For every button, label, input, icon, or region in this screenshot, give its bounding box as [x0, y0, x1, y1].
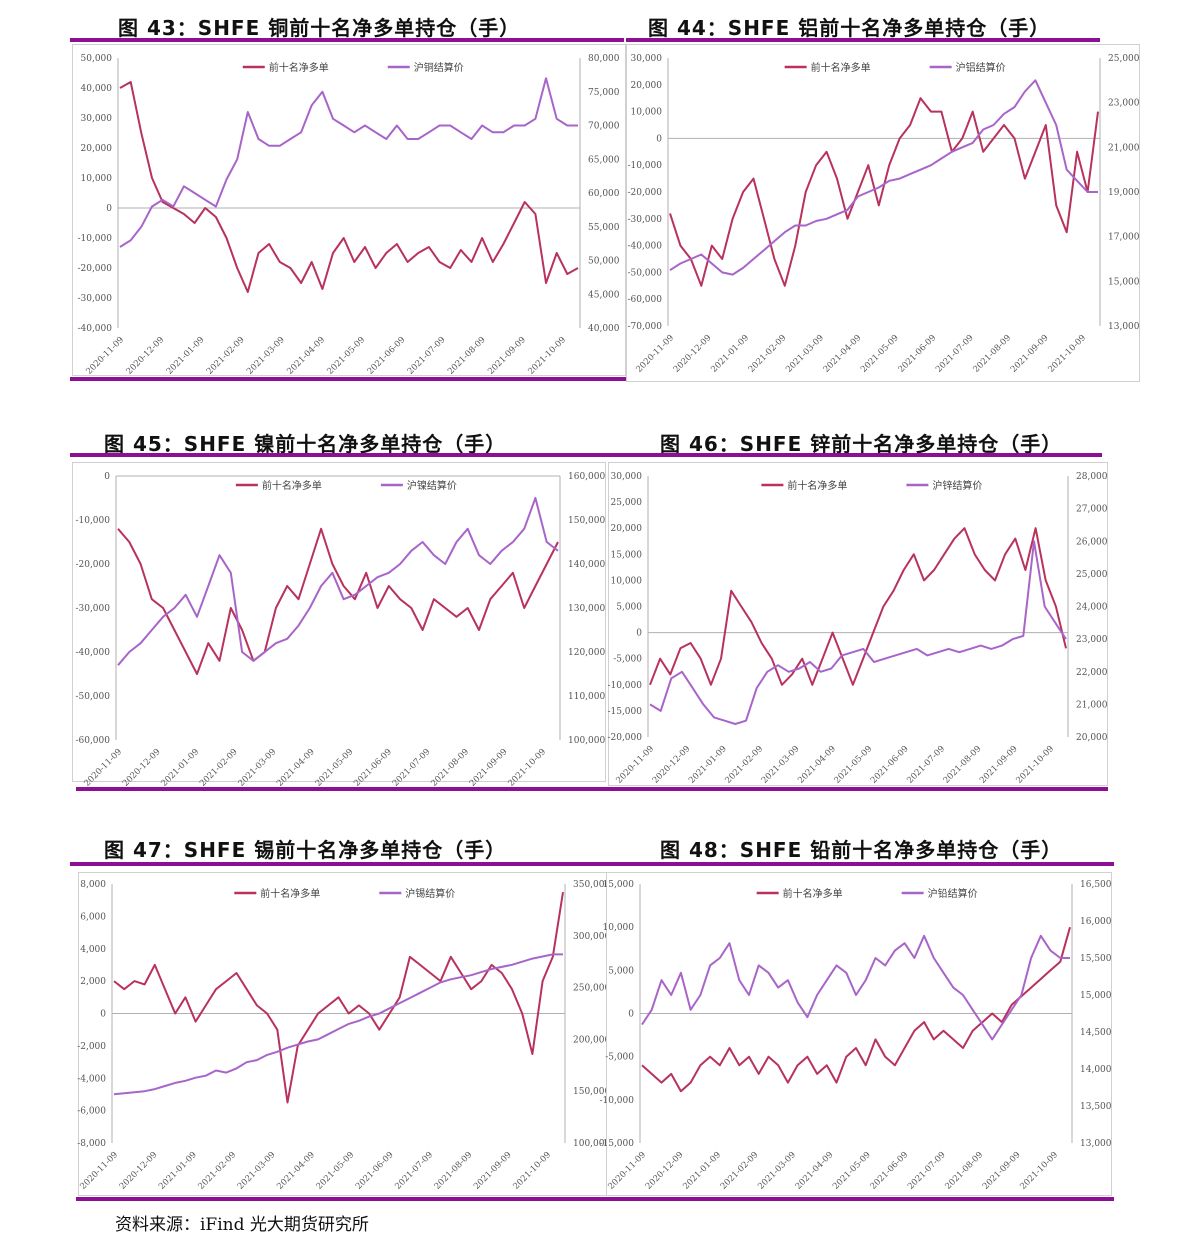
- chart-frame: [72, 462, 606, 782]
- title-rule: [660, 453, 1100, 457]
- chart-frame: [606, 872, 1112, 1196]
- chart-frame: [626, 44, 1140, 382]
- title-rule: [70, 453, 1102, 457]
- title-rule: [70, 38, 624, 42]
- title-rule: [70, 862, 606, 866]
- chart-title: 图 43：SHFE 铜前十名净多单持仓（手）: [118, 16, 521, 40]
- chart-title: 图 46：SHFE 锌前十名净多单持仓（手）: [660, 432, 1063, 456]
- chart-title: 图 47：SHFE 锡前十名净多单持仓（手）: [104, 838, 507, 862]
- chart-title: 图 44：SHFE 铝前十名净多单持仓（手）: [648, 16, 1051, 40]
- chart-title: 图 45：SHFE 镍前十名净多单持仓（手）: [104, 432, 507, 456]
- bottom-rule: [76, 787, 1108, 791]
- chart-title: 图 48：SHFE 铅前十名净多单持仓（手）: [660, 838, 1063, 862]
- title-rule: [626, 38, 1100, 42]
- bottom-rule: [70, 377, 1102, 381]
- chart-frame: [78, 872, 608, 1196]
- chart-frame: [608, 462, 1108, 786]
- source-note: 资料来源：iFind 光大期货研究所: [115, 1215, 369, 1235]
- title-rule: [606, 862, 1114, 866]
- bottom-rule: [76, 1197, 1114, 1201]
- chart-frame: [72, 44, 626, 376]
